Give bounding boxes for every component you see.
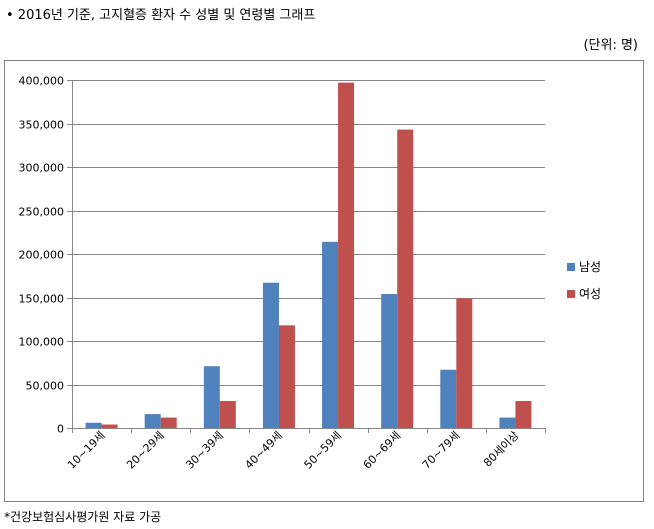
x-tick-label: 30~39세 <box>183 429 226 472</box>
x-tick-label: 20~29세 <box>124 429 167 472</box>
y-tick-label: 100,000 <box>19 336 65 349</box>
chart-frame <box>4 60 644 502</box>
x-tick-label: 60~69세 <box>361 429 404 472</box>
bar-male <box>262 282 279 428</box>
x-tick-label: 40~49세 <box>242 429 285 472</box>
bar-female <box>278 325 295 428</box>
bar-female <box>456 298 473 428</box>
y-tick-label: 400,000 <box>19 75 65 88</box>
page-title: • 2016년 기준, 고지혈증 환자 수 성별 및 연령별 그래프 <box>6 8 316 23</box>
bar-male <box>440 369 457 428</box>
bars-layer <box>85 82 532 429</box>
bar-male <box>381 294 398 428</box>
x-tick-label: 70~79세 <box>420 429 463 472</box>
x-tick-label: 10~19세 <box>65 429 108 472</box>
y-tick-label: 200,000 <box>19 249 65 262</box>
x-tick-label: 50~59세 <box>302 429 345 472</box>
bar-male <box>203 366 220 428</box>
bar-female <box>219 401 236 428</box>
y-tick-label: 150,000 <box>19 293 65 306</box>
bar-female <box>101 424 118 428</box>
legend-swatch <box>567 290 575 298</box>
bar-female <box>397 129 414 428</box>
y-tick-label: 300,000 <box>19 162 65 175</box>
y-tick-label: 0 <box>57 423 64 436</box>
bar-female <box>515 401 532 428</box>
bar-male <box>144 414 161 428</box>
bar-female <box>160 417 177 428</box>
y-tick-label: 50,000 <box>26 380 65 393</box>
y-axis-ticks: 0 50,000 100,000 150,000 200,000 250,000 300,0… <box>19 75 72 436</box>
grid-layer <box>72 80 545 429</box>
unit-label: (단위: 명) <box>583 38 638 53</box>
source-note: *건강보험심사평가원 자료 가공 <box>4 510 162 524</box>
legend-swatch <box>567 263 575 271</box>
legend-label: 남성 <box>579 260 601 274</box>
y-tick-label: 250,000 <box>19 206 65 219</box>
bar-female <box>338 82 355 429</box>
bar-male <box>85 422 102 428</box>
bar-male <box>322 241 339 428</box>
y-tick-label: 350,000 <box>19 119 65 132</box>
x-axis-ticks: 10~19세 20~29세 30~39세 40~49세 50~59세 60~69세 70~7… <box>65 428 546 472</box>
bar-male <box>499 417 516 428</box>
x-tick-label: 80세이상 <box>481 429 522 470</box>
legend-label: 여성 <box>579 287 601 301</box>
